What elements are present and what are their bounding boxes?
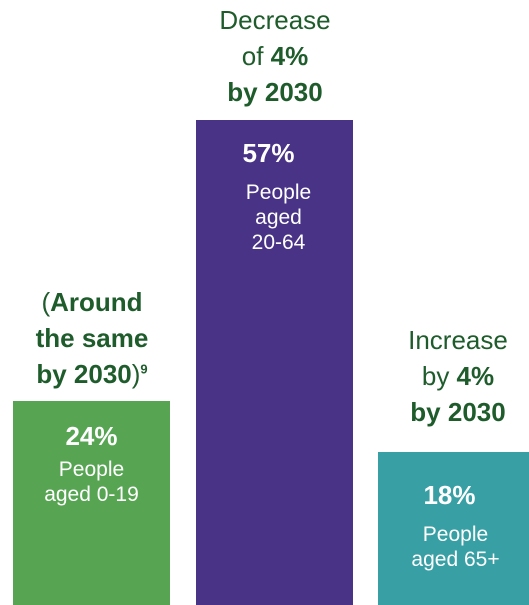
annotation-65-plus-percent: 4% [456, 361, 495, 391]
annotation-65-plus-by-2030: by 2030 [410, 397, 506, 427]
annotation-0-19-the-same: the same [35, 323, 149, 353]
group-label-0-19-line1: People [58, 458, 125, 481]
annotation-20-64-percent: 4% [270, 41, 309, 71]
footnote-marker: 9 [140, 361, 148, 377]
bar-aged-0-19: 24% People aged 0-19 [13, 401, 170, 605]
annotation-65-plus-by: by [421, 361, 457, 391]
group-label-0-19-line2: aged 0-19 [44, 483, 139, 506]
annotation-20-64-by-2030: by 2030 [227, 77, 323, 107]
value-label-0-19: 24% [65, 421, 118, 451]
group-label-20-64-line1: People [245, 181, 312, 204]
annotation-0-19-close-paren: ) [131, 359, 141, 389]
annotation-0-19-around: Around [50, 287, 143, 317]
value-label-65-plus: 18% [423, 480, 476, 510]
group-label-65-plus-line2: aged 65+ [411, 548, 500, 571]
bar-aged-65-plus: 18% People aged 65+ [378, 452, 529, 605]
annotation-20-64: Decrease of 4% by 2030 [190, 2, 360, 110]
annotation-0-19: (Around the same by 2030)9 [0, 284, 184, 392]
annotation-20-64-decrease: Decrease [219, 5, 331, 35]
annotation-0-19-by-2030: by 2030 [36, 359, 132, 389]
annotation-65-plus-increase: Increase [408, 325, 508, 355]
group-label-20-64-line2: aged [255, 206, 302, 229]
value-label-20-64: 57% [242, 138, 295, 168]
group-label-65-plus-line1: People [422, 523, 489, 546]
annotation-65-plus: Increase by 4% by 2030 [376, 322, 529, 430]
annotation-0-19-open-paren: ( [41, 287, 51, 317]
group-label-20-64-line3: 20-64 [251, 231, 306, 254]
annotation-20-64-of: of [241, 41, 271, 71]
bar-aged-20-64: 57% People aged 20-64 [196, 120, 353, 605]
